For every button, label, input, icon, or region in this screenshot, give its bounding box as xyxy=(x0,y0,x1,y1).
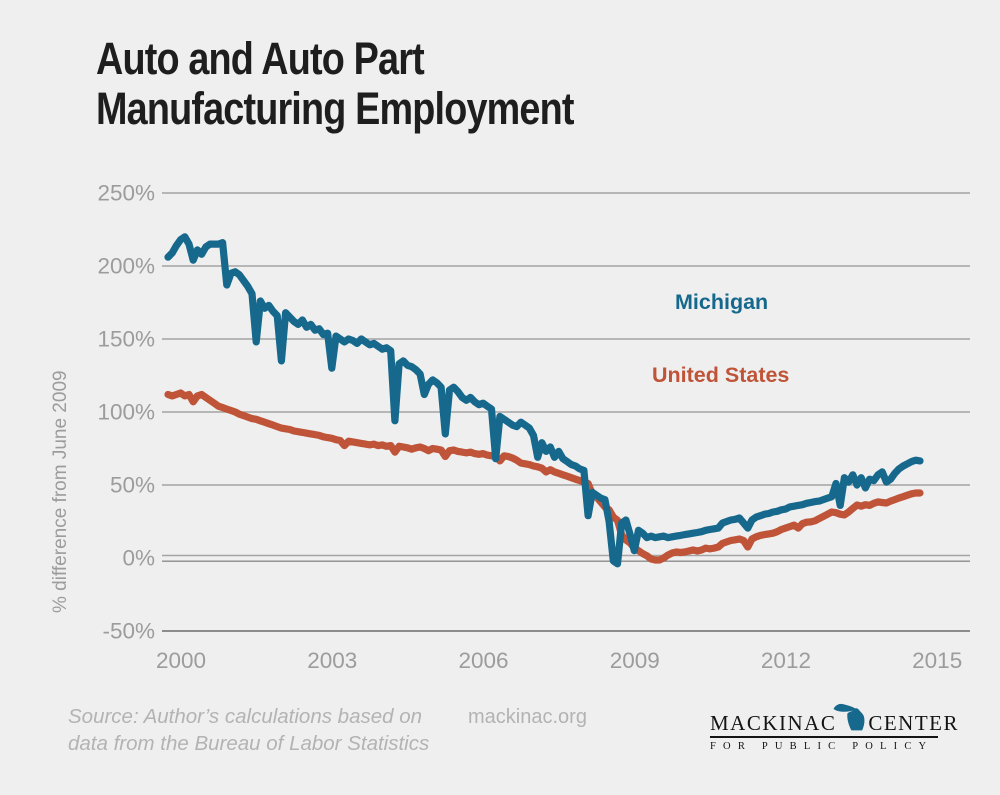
x-tick-label: 2003 xyxy=(307,648,357,673)
chart-title-line2: Manufacturing Employment xyxy=(96,82,574,134)
y-tick-label: -50% xyxy=(102,619,155,644)
y-tick-label: 200% xyxy=(97,254,155,279)
website-text: mackinac.org xyxy=(468,706,587,728)
x-tick-label: 2012 xyxy=(761,648,811,673)
chart-title-line1: Auto and Auto Part xyxy=(96,33,425,84)
legend-united-states: United States xyxy=(652,363,790,387)
y-axis-title: % difference from June 2009 xyxy=(50,370,71,614)
series-line-michigan xyxy=(164,233,924,568)
y-tick-label: 150% xyxy=(97,327,155,352)
x-tick-label: 2000 xyxy=(156,648,206,673)
source-note: Source: Author’s calculations based on d… xyxy=(68,703,429,758)
source-note-line1: Source: Author’s calculations based on xyxy=(68,705,423,728)
y-tick-label: 250% xyxy=(97,181,155,206)
x-tick-label: 2009 xyxy=(610,648,660,673)
x-tick-label: 2006 xyxy=(458,648,508,673)
source-note-line2: data from the Bureau of Labor Statistics xyxy=(68,732,430,756)
logo-tagline: FOR PUBLIC POLICY xyxy=(710,741,934,752)
logo-text-mackinac: MACKINAC xyxy=(710,711,837,735)
logo-divider xyxy=(710,736,938,738)
legend-michigan: Michigan xyxy=(675,290,769,314)
logo-name-row: MACKINAC CENTER xyxy=(710,692,958,736)
logo-text-center: CENTER xyxy=(868,711,960,735)
series-line-united-states xyxy=(164,389,924,564)
michigan-state-icon xyxy=(833,703,865,731)
y-tick-label: 0% xyxy=(122,546,155,571)
y-tick-label: 50% xyxy=(110,473,155,498)
y-tick-label: 100% xyxy=(97,400,155,425)
chart-title: Auto and Auto Part Manufacturing Employm… xyxy=(96,34,574,134)
x-tick-label: 2015 xyxy=(912,648,962,673)
mackinac-center-logo: MACKINAC CENTER FOR PUBLIC POLICY xyxy=(710,692,958,752)
